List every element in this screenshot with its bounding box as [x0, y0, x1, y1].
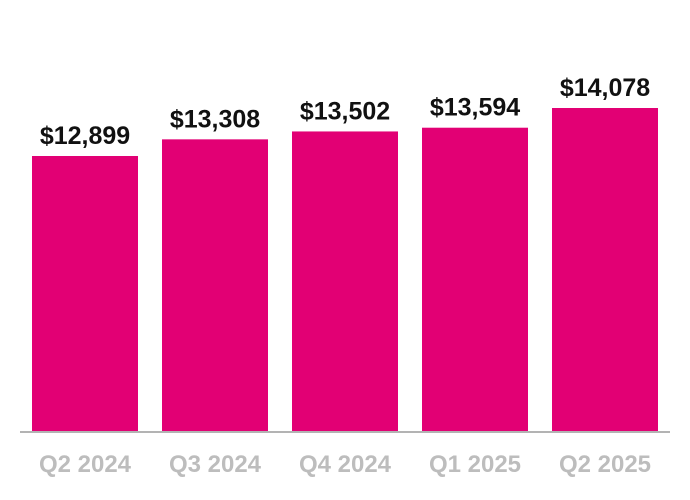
bar-q4-2024 — [292, 131, 398, 432]
bar-q1-2025 — [422, 127, 528, 432]
category-label-q3-2024: Q3 2024 — [169, 451, 262, 478]
category-label-q4-2024: Q4 2024 — [299, 451, 392, 478]
value-label-q3-2024: $13,308 — [170, 105, 260, 133]
category-label-q2-2024: Q2 2024 — [39, 451, 132, 478]
value-label-q1-2025: $13,594 — [430, 94, 520, 122]
bars-group — [32, 108, 658, 432]
value-label-q2-2024: $12,899 — [40, 122, 130, 150]
category-label-q1-2025: Q1 2025 — [429, 451, 521, 478]
category-label-q2-2025: Q2 2025 — [559, 451, 651, 478]
bar-q3-2024 — [162, 139, 268, 432]
category-labels-group: Q2 2024 Q3 2024 Q4 2024 Q1 2025 Q2 2025 — [39, 451, 651, 478]
value-label-q4-2024: $13,502 — [300, 97, 390, 125]
bar-q2-2024 — [32, 156, 138, 432]
value-label-q2-2025: $14,078 — [560, 74, 650, 102]
bar-q2-2025 — [552, 108, 658, 432]
value-labels-group: $12,899 $13,308 $13,502 $13,594 $14,078 — [40, 74, 650, 150]
